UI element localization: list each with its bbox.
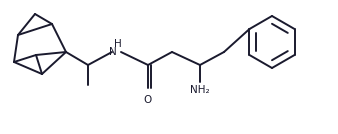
Text: O: O (144, 95, 152, 105)
Text: H: H (114, 39, 122, 49)
Text: NH₂: NH₂ (190, 85, 210, 95)
Text: N: N (109, 47, 117, 57)
